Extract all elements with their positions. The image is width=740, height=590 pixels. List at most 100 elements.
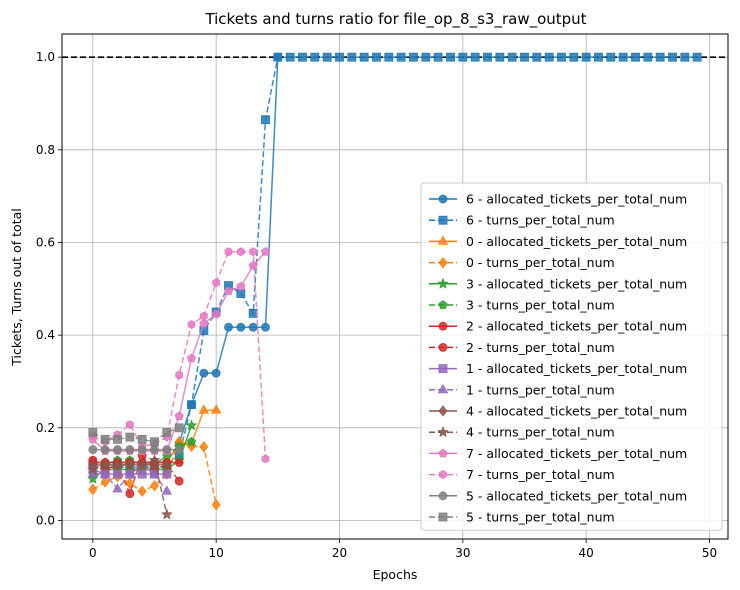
legend-label: 6 - turns_per_total_num xyxy=(466,213,615,228)
data-point xyxy=(409,52,418,62)
legend-label: 0 - turns_per_total_num xyxy=(466,255,615,270)
data-point xyxy=(322,52,332,62)
data-point xyxy=(483,52,492,62)
legend-entry: 5 - allocated_tickets_per_total_num xyxy=(429,488,687,503)
data-point xyxy=(211,368,221,378)
data-point xyxy=(223,286,234,296)
data-point xyxy=(186,436,197,446)
data-point xyxy=(680,52,690,62)
data-point xyxy=(594,52,603,62)
y-tick-label: 0.0 xyxy=(36,513,55,527)
data-point xyxy=(113,434,122,444)
legend-entry: 0 - allocated_tickets_per_total_num xyxy=(429,234,687,249)
legend-entry: 2 - allocated_tickets_per_total_num xyxy=(429,319,687,334)
data-point xyxy=(174,423,184,433)
data-point xyxy=(335,52,344,62)
series-11 xyxy=(87,454,173,520)
data-point xyxy=(162,459,172,471)
y-axis-label: Tickets, Turns out of total xyxy=(9,208,24,366)
data-point xyxy=(618,52,628,62)
data-point xyxy=(161,508,173,520)
data-point xyxy=(125,489,135,498)
data-point xyxy=(150,445,159,454)
data-point xyxy=(174,445,184,454)
data-point xyxy=(113,469,122,479)
legend-label: 1 - allocated_tickets_per_total_num xyxy=(466,361,687,376)
x-tick-label: 50 xyxy=(702,546,717,560)
legend-label: 2 - allocated_tickets_per_total_num xyxy=(466,319,687,334)
data-point xyxy=(236,247,245,257)
chart-title: Tickets and turns ratio for file_op_8_s3… xyxy=(204,10,586,29)
data-point xyxy=(185,419,198,431)
data-point xyxy=(532,52,542,62)
legend-label: 3 - allocated_tickets_per_total_num xyxy=(466,276,687,291)
data-point xyxy=(198,404,210,414)
legend-label: 0 - allocated_tickets_per_total_num xyxy=(466,234,687,249)
data-point xyxy=(224,322,233,332)
series-15 xyxy=(88,423,184,447)
data-point xyxy=(249,247,258,257)
x-tick-label: 40 xyxy=(579,546,594,560)
data-point xyxy=(137,485,147,497)
legend-marker xyxy=(437,426,449,438)
data-point xyxy=(149,480,160,492)
legend-label: 5 - allocated_tickets_per_total_num xyxy=(466,488,687,503)
legend-entry: 0 - turns_per_total_num xyxy=(429,255,615,270)
data-point xyxy=(384,52,394,62)
data-point xyxy=(298,52,307,62)
data-point xyxy=(236,281,246,291)
data-point xyxy=(100,434,110,444)
legend-box xyxy=(420,182,723,531)
legend: 6 - allocated_tickets_per_total_num 6 - t… xyxy=(420,182,723,531)
data-point xyxy=(137,445,147,454)
data-point xyxy=(236,289,246,298)
data-point xyxy=(692,52,702,62)
data-point xyxy=(174,476,184,486)
series-line xyxy=(92,57,279,464)
legend-entry: 5 - turns_per_total_num xyxy=(429,510,615,525)
data-point xyxy=(161,485,173,495)
data-point xyxy=(186,353,197,363)
legend-entry: 1 - allocated_tickets_per_total_num xyxy=(429,361,687,376)
x-tick-label: 0 xyxy=(89,546,97,560)
legend-entry: 3 - turns_per_total_num xyxy=(429,298,615,313)
legend-marker xyxy=(438,491,448,501)
x-tick-label: 10 xyxy=(209,546,224,560)
series-14 xyxy=(88,445,184,454)
data-point xyxy=(581,52,591,62)
data-point xyxy=(148,454,161,466)
data-point xyxy=(199,368,209,378)
data-point xyxy=(125,445,135,454)
series-line xyxy=(92,251,267,452)
legend-marker xyxy=(437,383,449,394)
data-point xyxy=(458,52,468,62)
data-point xyxy=(99,458,111,470)
x-tick-label: 30 xyxy=(455,546,470,560)
data-point xyxy=(655,52,665,62)
legend-marker xyxy=(437,235,449,245)
legend-marker xyxy=(438,194,448,204)
data-point xyxy=(470,52,480,62)
data-point xyxy=(433,52,443,62)
data-point xyxy=(495,52,505,62)
data-point xyxy=(175,370,184,380)
legend-entry: 7 - allocated_tickets_per_total_num xyxy=(429,446,687,461)
data-point xyxy=(88,428,98,437)
legend-marker xyxy=(438,405,448,417)
legend-entry: 7 - turns_per_total_num xyxy=(429,467,615,482)
data-point xyxy=(88,483,98,496)
data-point xyxy=(88,445,98,454)
data-point xyxy=(631,52,640,62)
data-point xyxy=(136,458,148,470)
data-point xyxy=(544,52,554,62)
data-point xyxy=(199,318,209,328)
data-point xyxy=(285,52,295,62)
data-point xyxy=(113,445,122,454)
data-point xyxy=(210,404,222,414)
legend-marker xyxy=(438,512,448,522)
legend-entry: 6 - turns_per_total_num xyxy=(429,213,615,228)
data-point xyxy=(137,434,147,444)
y-tick-label: 0.4 xyxy=(36,328,55,342)
data-point xyxy=(643,52,653,62)
data-point xyxy=(421,52,431,62)
